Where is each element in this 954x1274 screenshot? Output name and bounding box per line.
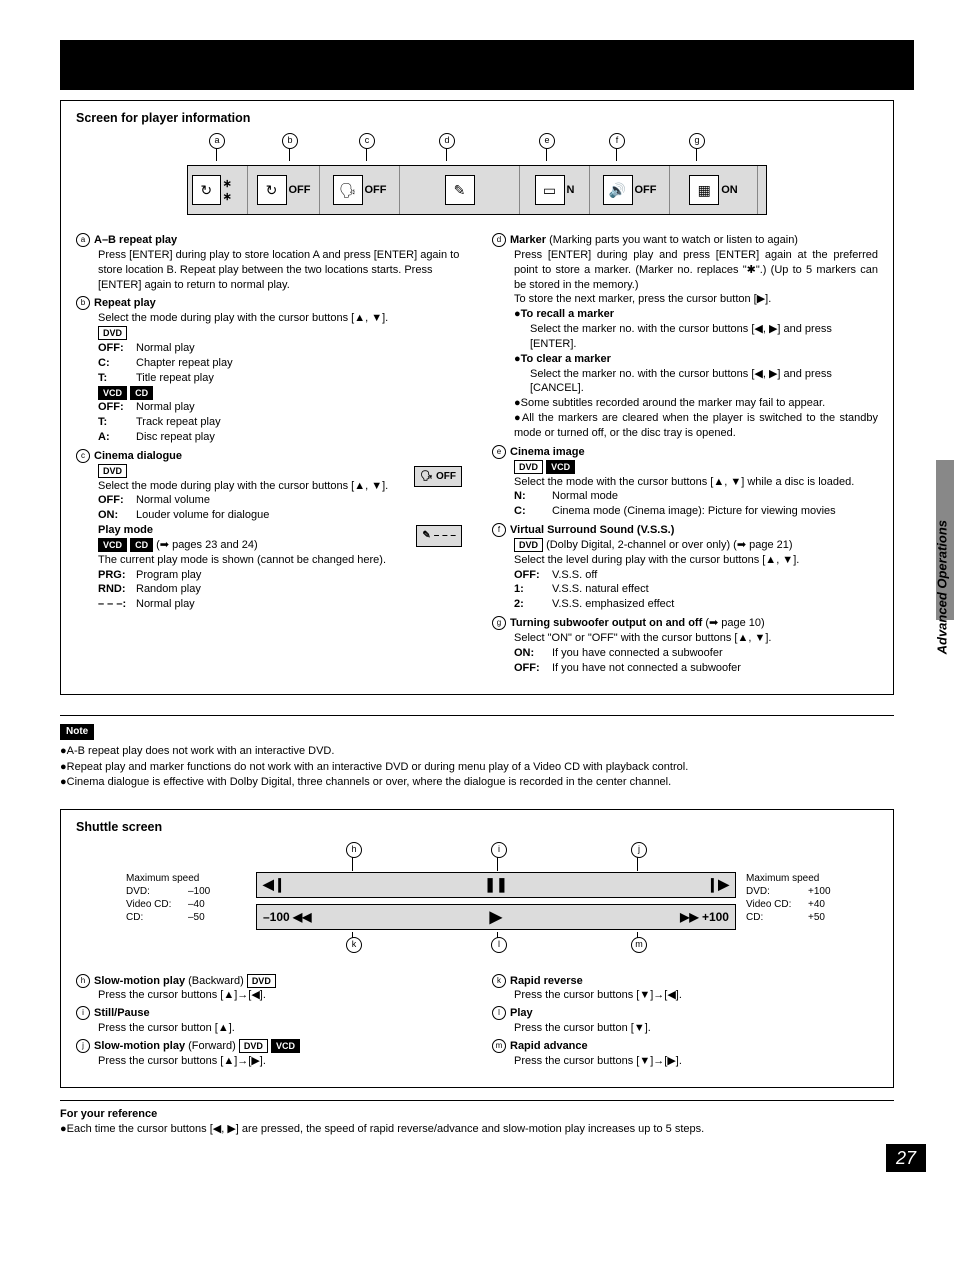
info-columns: aA–B repeat playPress [ENTER] during pla… [76,233,878,679]
note-bullet: ●Cinema dialogue is effective with Dolby… [60,775,894,790]
strip-label: g [689,133,705,149]
disc-label: CD [130,386,153,400]
note-bullet: ●Repeat play and marker functions do not… [60,760,894,775]
shuttle-item: jSlow-motion play (Forward) DVD VCD Pres… [76,1039,462,1069]
strip-cell-text: ON [721,184,738,196]
note-bullet: ●A-B repeat play does not work with an i… [60,744,894,759]
reference-body: ●Each time the cursor buttons [◀, ▶] are… [60,1122,894,1137]
player-info-title: Screen for player information [76,111,878,125]
reference-section: For your reference ●Each time the cursor… [60,1100,894,1138]
shuttle-strip-bottom: –100 ◀◀ ▶ ▶▶ +100 [256,904,736,930]
strip-label: a [209,133,225,149]
info-item: bRepeat playSelect the mode during play … [76,296,462,444]
strip-cell: ↻OFF [248,166,320,214]
strip-label: d [439,133,455,149]
shuttle-right-col: kRapid reversePress the cursor buttons [… [492,974,878,1072]
disc-label: CD [130,538,153,552]
strip-cell-text: OFF [365,184,387,196]
strip-cell-icon: ↻ [257,175,287,205]
play-icon: ▶ [490,907,502,927]
strip-label: c [359,133,375,149]
strip-label: b [282,133,298,149]
info-right-col: dMarker (Marking parts you want to watch… [492,233,878,679]
shuttle-strip-top: ◀❙ ❚❚ ❙▶ [256,872,736,898]
info-item: gTurning subwoofer output on and off (➡ … [492,616,878,675]
strip-label: e [539,133,555,149]
label-m: m [631,937,647,953]
strip-cell-text: OFF [635,184,657,196]
rapid-rev-icon: –100 ◀◀ [263,910,312,924]
shuttle-section: Shuttle screen h i j ◀❙ ❚❚ ❙▶ –100 ◀◀ ▶ … [60,809,894,1088]
disc-label: DVD [239,1039,268,1053]
info-item: aA–B repeat playPress [ENTER] during pla… [76,233,462,292]
strip-cell-icon: ▦ [689,175,719,205]
label-k: k [346,937,362,953]
strip-cell-icon: ▭ [535,175,565,205]
player-info-diagram: ↻∗ ∗↻OFF🗣OFF✎▭N🔊OFF▦ON abcdefg [187,133,767,228]
strip-cell: ✎ [400,166,520,214]
side-section-label: Advanced Operations [934,520,949,654]
disc-label: DVD [98,464,127,478]
note-bullets: ●A-B repeat play does not work with an i… [60,744,894,790]
disc-label: VCD [98,538,127,552]
label-h: h [346,842,362,858]
shuttle-title: Shuttle screen [76,820,878,834]
label-i: i [491,842,507,858]
strip-cell: 🗣OFF [320,166,400,214]
shuttle-item: mRapid advancePress the cursor buttons [… [492,1039,878,1069]
shuttle-left-col: hSlow-motion play (Backward) DVD Press t… [76,974,462,1072]
right-speed: Maximum speedDVD:+100Video CD:+40CD:+50 [746,872,831,924]
strip-cell-icon: ✎ [445,175,475,205]
disc-label: DVD [98,326,127,340]
rapid-adv-icon: ▶▶ +100 [680,910,729,924]
inline-status-icon: 🗣OFF [414,466,462,488]
slow-fwd-icon: ❙▶ [707,876,730,893]
slow-back-icon: ◀❙ [263,876,286,893]
left-speed: Maximum speedDVD:–100Video CD:–40CD:–50 [126,872,210,924]
disc-label: VCD [546,460,575,474]
info-left-col: aA–B repeat playPress [ENTER] during pla… [76,233,462,679]
info-item: fVirtual Surround Sound (V.S.S.)DVD (Dol… [492,523,878,612]
label-j: j [631,842,647,858]
shuttle-item: kRapid reversePress the cursor buttons [… [492,974,878,1004]
strip-cell: 🔊OFF [590,166,670,214]
strip-cell-icon: ↻ [192,175,221,205]
info-item: dMarker (Marking parts you want to watch… [492,233,878,441]
shuttle-columns: hSlow-motion play (Backward) DVD Press t… [76,974,878,1072]
strip-label: f [609,133,625,149]
strip-cell: ▭N [520,166,590,214]
disc-label: VCD [98,386,127,400]
disc-label: DVD [247,974,276,988]
info-strip: ↻∗ ∗↻OFF🗣OFF✎▭N🔊OFF▦ON [187,165,767,215]
shuttle-item: lPlayPress the cursor button [▼]. [492,1006,878,1036]
info-item: eCinema imageDVD VCD Select the mode wit… [492,445,878,519]
note-badge: Note [60,724,94,740]
shuttle-diagram: h i j ◀❙ ❚❚ ❙▶ –100 ◀◀ ▶ ▶▶ +100 k l m [76,842,878,962]
disc-label: DVD [514,538,543,552]
disc-label: DVD [514,460,543,474]
shuttle-item: hSlow-motion play (Backward) DVD Press t… [76,974,462,1004]
strip-cell-text: N [567,184,575,196]
strip-cell-text: OFF [289,184,311,196]
strip-cell: ▦ON [670,166,758,214]
inline-status-icon: ✎– – – [416,525,462,547]
pause-icon: ❚❚ [484,876,507,893]
player-info-section: Screen for player information ↻∗ ∗↻OFF🗣O… [60,100,894,695]
page: Advanced Operations Screen for player in… [0,40,954,1177]
strip-cell: ↻∗ ∗ [188,166,248,214]
label-l: l [491,937,507,953]
header-band [60,40,914,90]
shuttle-item: iStill/PausePress the cursor button [▲]. [76,1006,462,1036]
disc-label: VCD [271,1039,300,1053]
strip-cell-text: ∗ ∗ [223,177,243,203]
reference-title: For your reference [60,1107,894,1122]
info-item: cCinema dialogue🗣OFFDVD Select the mode … [76,449,462,612]
note-section: Note ●A-B repeat play does not work with… [60,715,894,790]
page-number: 27 [886,1144,926,1172]
strip-cell-icon: 🗣 [333,175,363,205]
strip-cell-icon: 🔊 [603,175,633,205]
